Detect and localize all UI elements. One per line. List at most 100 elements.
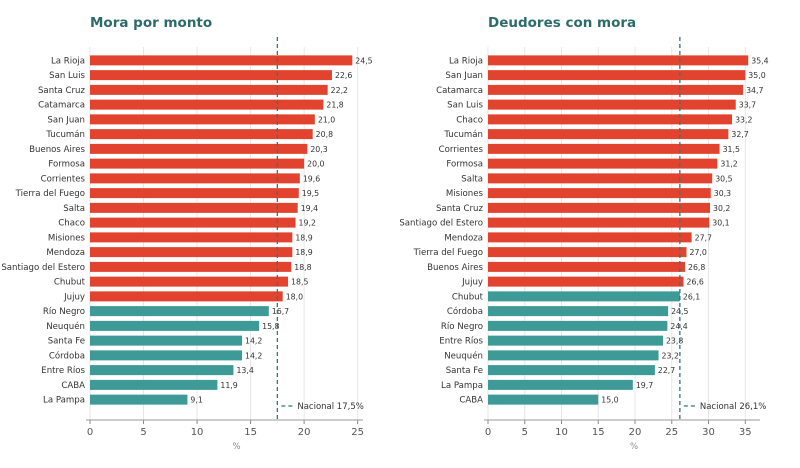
- value-label: 14,2: [245, 337, 262, 346]
- bar: [90, 247, 293, 258]
- chart-title: Deudores con mora: [488, 15, 636, 31]
- value-label: 33,2: [735, 115, 752, 124]
- value-label: 11,9: [220, 381, 237, 390]
- category-label: San Luis: [447, 101, 483, 111]
- category-label: Chaco: [456, 115, 483, 125]
- bar: [488, 129, 729, 140]
- bar: [488, 217, 710, 228]
- bar: [488, 261, 686, 272]
- bar: [488, 158, 718, 169]
- bar: [488, 70, 746, 81]
- bar: [90, 158, 305, 169]
- category-label: Tierra del Fuego: [413, 248, 483, 258]
- value-label: 19,2: [299, 219, 316, 228]
- category-label: Entre Ríos: [41, 366, 85, 376]
- bar: [90, 306, 269, 317]
- category-label: Neuquén: [444, 350, 483, 361]
- value-label: 23,8: [666, 337, 683, 346]
- value-label: 26,1: [683, 292, 700, 301]
- bar: [90, 394, 188, 405]
- value-label: 13,4: [236, 366, 253, 375]
- bar: [488, 188, 711, 199]
- bar: [90, 379, 218, 390]
- category-label: San Luis: [49, 71, 85, 81]
- category-label: Entre Ríos: [439, 337, 483, 347]
- x-tick-label: 35: [739, 427, 752, 438]
- value-label: 31,2: [720, 160, 737, 169]
- category-label: Córdoba: [447, 306, 483, 317]
- value-label: 22,6: [335, 71, 352, 80]
- value-label: 30,3: [714, 189, 731, 198]
- category-label: San Juan: [445, 71, 483, 81]
- value-label: 22,2: [331, 86, 348, 95]
- value-label: 9,1: [190, 396, 202, 405]
- category-label: Misiones: [48, 233, 86, 243]
- category-label: Santiago del Estero: [1, 263, 85, 273]
- bar: [90, 232, 293, 243]
- category-label: Buenos Aires: [29, 145, 85, 155]
- x-axis-label: %: [630, 442, 638, 452]
- category-label: Jujuy: [461, 278, 483, 288]
- category-label: Salta: [461, 174, 483, 184]
- value-label: 18,0: [286, 292, 303, 301]
- bar: [488, 55, 749, 66]
- value-label: 16,7: [272, 307, 289, 316]
- category-label: Santa Fe: [48, 337, 85, 347]
- category-label: La Pampa: [43, 396, 85, 406]
- category-label: Formosa: [48, 160, 85, 170]
- value-label: 27,7: [695, 233, 712, 242]
- x-tick-label: 5: [522, 427, 528, 438]
- x-tick-label: 0: [485, 427, 491, 438]
- bar: [90, 365, 234, 376]
- panel-mora-por-monto: Mora por monto 0 5 10 15 20 25 La Rioja 24,5 San…: [1, 15, 372, 452]
- bar: [488, 247, 687, 258]
- value-label: 14,2: [245, 351, 262, 360]
- category-label: Córdoba: [49, 350, 85, 361]
- panel-deudores-con-mora: Deudores con mora 0 5 10 15 20 25 30 35 La Rioja…: [399, 15, 768, 452]
- x-tick-label: 10: [191, 427, 204, 438]
- x-tick-label: 0: [87, 427, 93, 438]
- bar: [90, 188, 299, 199]
- bar: [488, 379, 633, 390]
- chart-title: Mora por monto: [90, 15, 212, 31]
- value-label: 20,8: [316, 130, 333, 139]
- value-label: 26,6: [687, 278, 704, 287]
- category-label: Mendoza: [46, 248, 85, 258]
- category-label: Chaco: [58, 219, 85, 229]
- value-label: 34,7: [746, 86, 763, 95]
- bar: [90, 55, 353, 66]
- bar: [90, 129, 313, 140]
- bar: [488, 202, 711, 213]
- bar: [488, 350, 659, 361]
- value-label: 30,2: [713, 204, 730, 213]
- bar: [488, 394, 599, 405]
- value-label: 20,0: [307, 160, 324, 169]
- category-label: Chubut: [452, 292, 484, 302]
- x-tick-label: 15: [592, 427, 605, 438]
- value-label: 24,5: [355, 56, 372, 65]
- category-label: Santiago del Estero: [399, 219, 483, 229]
- category-label: Río Negro: [43, 307, 85, 317]
- value-label: 21,0: [318, 115, 335, 124]
- value-label: 18,8: [294, 263, 311, 272]
- national-reference-label: Nacional 17,5%: [297, 402, 363, 412]
- category-label: Tucumán: [45, 130, 85, 140]
- bar: [90, 276, 289, 287]
- bar: [488, 306, 669, 317]
- value-label: 32,7: [731, 130, 748, 139]
- x-tick-label: 20: [629, 427, 642, 438]
- bar: [90, 335, 243, 346]
- category-label: Santa Cruz: [436, 204, 484, 214]
- value-label: 24,4: [670, 322, 687, 331]
- value-label: 26,8: [688, 263, 705, 272]
- value-label: 35,0: [748, 71, 765, 80]
- bar: [488, 143, 720, 154]
- category-label: Jujuy: [63, 292, 85, 302]
- category-label: Corrientes: [41, 174, 86, 184]
- bar: [90, 114, 315, 125]
- value-label: 23,2: [662, 351, 679, 360]
- value-label: 27,0: [689, 248, 706, 257]
- bar: [90, 291, 283, 302]
